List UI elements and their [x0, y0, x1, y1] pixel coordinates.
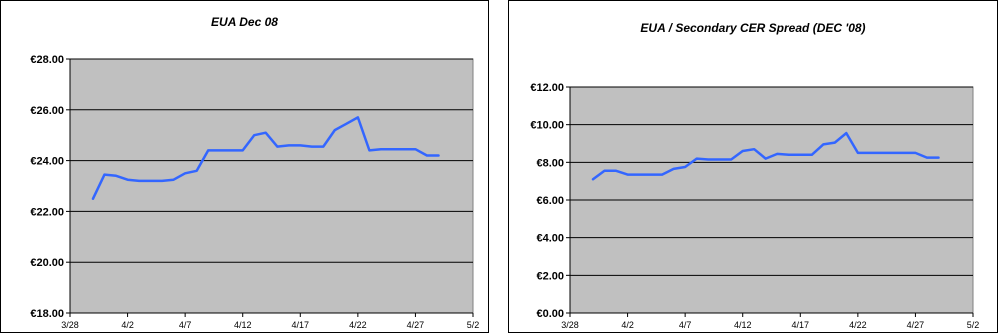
- y-tick-label: €4.00: [536, 233, 564, 245]
- x-tick-label: 4/17: [792, 320, 810, 330]
- x-tick-label: 4/12: [234, 320, 252, 330]
- chart-panel-spread: EUA / Secondary CER Spread (DEC '08) €0.…: [508, 0, 998, 333]
- series-line: [91, 116, 440, 200]
- x-tick-label: 4/22: [849, 320, 867, 330]
- y-tick-label: €10.00: [530, 120, 564, 132]
- x-tick-label: 4/17: [292, 320, 310, 330]
- chart-title: EUA / Secondary CER Spread (DEC '08): [640, 21, 866, 35]
- x-tick-label: 3/28: [61, 320, 79, 330]
- x-tick-label: 4/12: [734, 320, 752, 330]
- x-tick-label: 5/2: [967, 320, 980, 330]
- y-tick-label: €20.00: [30, 257, 64, 269]
- y-tick-label: €18.00: [30, 308, 64, 320]
- y-tick-label: €28.00: [30, 54, 64, 66]
- x-tick-label: 4/2: [621, 320, 634, 330]
- x-tick-label: 4/2: [121, 320, 134, 330]
- x-tick-label: 4/7: [179, 320, 192, 330]
- y-tick-label: €8.00: [536, 157, 564, 169]
- y-tick-label: €0.00: [536, 308, 564, 320]
- y-tick-label: €2.00: [536, 270, 564, 282]
- chart-panel-eua: EUA Dec 08 €18.00 €20.00 €22.00 €24.00 €26.0…: [0, 0, 489, 333]
- chart-eua-dec08: €18.00 €20.00 €22.00 €24.00 €26.00 €28.00 3/28…: [30, 54, 480, 330]
- y-tick-label: €22.00: [30, 206, 64, 218]
- x-tick-label: 4/27: [907, 320, 925, 330]
- x-tick-label: 3/28: [561, 320, 579, 330]
- chart-eua-cer-spread: €0.00 €2.00 €4.00 €6.00 €8.00 €10.00 €12.00 3/2…: [530, 82, 980, 330]
- series-line: [591, 131, 940, 181]
- y-tick-label: €24.00: [30, 156, 64, 168]
- y-tick-label: €6.00: [536, 195, 564, 207]
- x-tick-label: 4/22: [349, 320, 367, 330]
- chart-title: EUA Dec 08: [211, 15, 278, 29]
- x-tick-label: 4/7: [679, 320, 692, 330]
- x-tick-label: 5/2: [467, 320, 480, 330]
- y-tick-label: €12.00: [530, 82, 564, 94]
- plot-area: [69, 58, 474, 314]
- x-tick-label: 4/27: [407, 320, 425, 330]
- y-tick-label: €26.00: [30, 105, 64, 117]
